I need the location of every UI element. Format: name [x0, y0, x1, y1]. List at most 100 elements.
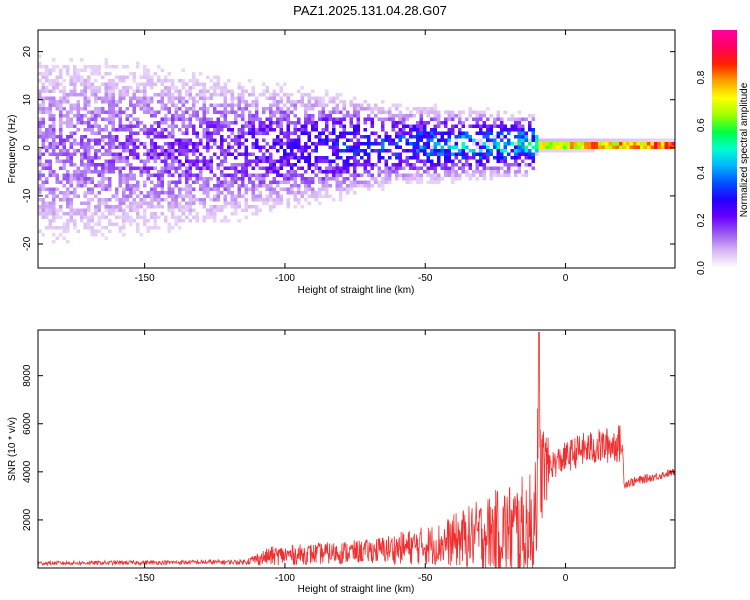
spectrogram-cell — [209, 170, 213, 174]
spectrogram-cell — [220, 135, 224, 139]
spectrogram-cell — [500, 173, 504, 177]
spectrogram-cell — [139, 103, 143, 107]
spectrogram-cell — [185, 93, 189, 97]
spectrogram-cell — [101, 212, 105, 216]
spectrogram-cell — [171, 201, 175, 205]
spectrogram-cell — [472, 149, 476, 153]
spectrogram-cell — [276, 135, 280, 139]
spectrogram-cell — [38, 72, 42, 76]
spectrogram-cell — [143, 100, 147, 104]
spectrogram-cell — [132, 184, 136, 188]
spectrogram-cell — [430, 180, 434, 184]
spectrogram-cell — [272, 110, 276, 114]
spectrogram-cell — [619, 145, 623, 149]
spectrogram-cell — [143, 212, 147, 216]
spectrogram-cell — [101, 166, 105, 170]
spectrogram-cell — [325, 180, 329, 184]
spectrogram-cell — [48, 89, 52, 93]
spectrogram-cell — [573, 138, 577, 142]
spectrogram-cell — [573, 149, 577, 153]
spectrogram-cell — [300, 156, 304, 160]
spectrogram-cell — [237, 187, 241, 191]
spectrogram-cell — [160, 107, 164, 111]
spectrogram-cell — [381, 177, 385, 181]
spectrogram-cell — [153, 145, 157, 149]
spectrogram-cell — [139, 173, 143, 177]
spectrogram-cell — [265, 166, 269, 170]
spectrogram-cell — [129, 194, 133, 198]
spectrogram-cell — [167, 107, 171, 111]
spectrogram-cell — [598, 142, 602, 146]
spectrogram-cell — [171, 156, 175, 160]
spectrogram-cell — [269, 152, 273, 156]
spectrogram-cell — [237, 152, 241, 156]
spectrogram-cell — [223, 152, 227, 156]
spectrogram-cell — [48, 212, 52, 216]
spectrogram-cell — [178, 107, 182, 111]
spectrogram-cell — [223, 93, 227, 97]
spectrogram-cell — [440, 163, 444, 167]
spectrogram-cell — [276, 103, 280, 107]
spectrogram-cell — [423, 163, 427, 167]
spectrogram-cell — [265, 96, 269, 100]
spectrogram-cell — [132, 166, 136, 170]
spectrogram-cell — [328, 166, 332, 170]
spectrogram-cell — [234, 180, 238, 184]
spectrogram-cell — [486, 131, 490, 135]
spectrogram-cell — [304, 170, 308, 174]
spectrogram-cell — [143, 163, 147, 167]
spectrogram-cell — [80, 184, 84, 188]
spectrogram-cell — [59, 166, 63, 170]
spectrogram-cell — [150, 156, 154, 160]
spectrogram-cell — [577, 145, 581, 149]
spectrogram-cell — [286, 152, 290, 156]
spectrogram-cell — [346, 131, 350, 135]
spectrogram-cell — [59, 180, 63, 184]
spectrogram-cell — [293, 180, 297, 184]
spectrogram-cell — [234, 96, 238, 100]
spectrogram-cell — [185, 201, 189, 205]
spectrogram-cell — [125, 219, 129, 223]
spectrogram-cell — [185, 128, 189, 132]
spectrogram-cell — [213, 205, 217, 209]
spectrogram-cell — [41, 187, 45, 191]
spectrogram-cell — [563, 138, 567, 142]
spectrogram-cell — [262, 201, 266, 205]
spectrogram-cell — [447, 152, 451, 156]
spectrogram-cell — [272, 201, 276, 205]
spectrogram-cell — [76, 229, 80, 233]
spectrogram-cell — [136, 194, 140, 198]
spectrogram-cell — [143, 166, 147, 170]
spectrogram-cell — [139, 233, 143, 237]
spectrogram-cell — [367, 107, 371, 111]
spectrogram-cell — [531, 159, 535, 163]
spectrogram-cell — [160, 191, 164, 195]
spectrogram-cell — [377, 159, 381, 163]
spectrogram-cell — [524, 117, 528, 121]
spectrogram-cell — [230, 180, 234, 184]
spectrogram-cell — [48, 110, 52, 114]
spectrogram-cell — [255, 159, 259, 163]
spectrogram-cell — [181, 219, 185, 223]
spectrogram-cell — [244, 187, 248, 191]
spectrogram-cell — [461, 135, 465, 139]
spectrogram-cell — [45, 187, 49, 191]
spectrogram-cell — [458, 121, 462, 125]
spectrogram-cell — [111, 110, 115, 114]
spectrogram-cell — [223, 159, 227, 163]
spectrogram-cell — [213, 208, 217, 212]
spectrogram-cell — [405, 114, 409, 118]
spectrogram-cell — [475, 131, 479, 135]
spectrogram-cell — [69, 89, 73, 93]
spectrogram-cell — [227, 79, 231, 83]
spectrogram-cell — [276, 170, 280, 174]
spectrogram-cell — [108, 212, 112, 216]
spectrogram-cell — [489, 131, 493, 135]
spectrogram-cell — [115, 110, 119, 114]
spectrogram-cell — [318, 114, 322, 118]
colorbar-tick-label: 0.4 — [696, 165, 707, 179]
spectrogram-cell — [45, 68, 49, 72]
spectrogram-cell — [503, 124, 507, 128]
spectrogram-cell — [143, 107, 147, 111]
